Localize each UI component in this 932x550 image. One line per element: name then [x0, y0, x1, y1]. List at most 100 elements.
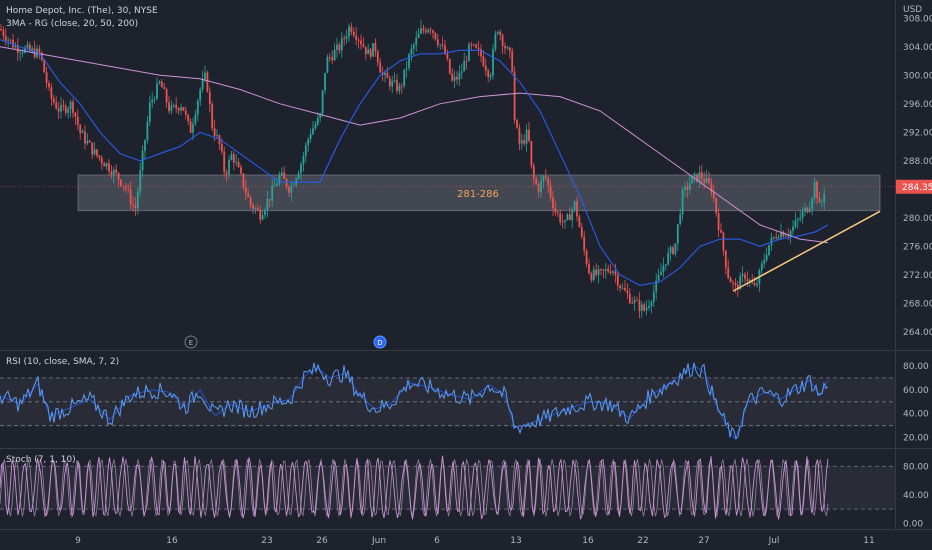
- candle-body: [163, 87, 166, 90]
- candle: [100, 155, 103, 170]
- candle: [624, 279, 626, 292]
- candle-body: [312, 128, 314, 135]
- time-tick-label: Jun: [371, 536, 386, 546]
- candle-body: [511, 51, 514, 72]
- candle-body: [619, 285, 622, 289]
- candle-body: [580, 227, 583, 237]
- candle: [201, 70, 204, 93]
- candle-body: [504, 45, 506, 49]
- candle: [76, 109, 79, 130]
- candle-body: [662, 265, 665, 272]
- candle: [244, 179, 247, 201]
- candle-body: [496, 31, 499, 34]
- candle: [160, 78, 163, 88]
- candle: [698, 165, 701, 188]
- candle: [561, 213, 564, 229]
- candle-body: [684, 186, 686, 190]
- candle-body: [343, 38, 346, 40]
- candle-body: [364, 46, 367, 55]
- candle-body: [724, 250, 727, 268]
- candle-body: [168, 102, 170, 112]
- candle: [153, 95, 156, 104]
- price-tick-label: 304.00: [903, 43, 932, 53]
- candle: [465, 55, 468, 70]
- candle-body: [424, 30, 427, 33]
- candle-body: [638, 300, 641, 311]
- candle-body: [300, 164, 302, 174]
- candle-body: [316, 117, 319, 125]
- candle: [86, 133, 89, 146]
- ma-slow-line: [0, 46, 829, 244]
- candle: [120, 179, 122, 188]
- candle: [799, 209, 802, 222]
- candle-body: [597, 269, 600, 276]
- dividend-marker-icon[interactable]: D: [373, 335, 387, 349]
- candle: [108, 159, 110, 175]
- candle: [564, 219, 566, 229]
- candle: [525, 124, 528, 152]
- candle: [129, 181, 132, 210]
- candle: [74, 112, 77, 126]
- rsi-panel[interactable]: [0, 351, 895, 448]
- candle-body: [64, 106, 67, 113]
- time-tick-label: 6: [434, 536, 440, 546]
- candle-body: [796, 219, 799, 221]
- candle-body: [571, 209, 574, 221]
- candle: [768, 244, 770, 257]
- candle: [266, 190, 269, 218]
- candle-body: [76, 116, 79, 125]
- candle: [420, 20, 422, 35]
- time-tick-label: Jul: [768, 536, 780, 546]
- candle: [307, 136, 310, 152]
- candle-body: [672, 247, 674, 254]
- candle: [422, 24, 425, 34]
- candle-body: [115, 169, 118, 173]
- candle: [648, 299, 650, 311]
- candle-body: [12, 39, 14, 48]
- candle: [460, 63, 463, 80]
- candle-body: [374, 43, 377, 52]
- candle: [513, 66, 516, 124]
- candle-body: [693, 173, 696, 177]
- candle: [669, 245, 672, 261]
- candle-body: [79, 124, 82, 133]
- candle: [172, 103, 175, 109]
- candle-body: [564, 219, 566, 222]
- candle: [715, 197, 718, 217]
- candle-body: [357, 39, 360, 41]
- candle-body: [530, 140, 533, 166]
- price-tick-label: 276.00: [903, 242, 932, 252]
- candle-body: [403, 69, 406, 86]
- candle: [340, 32, 343, 58]
- candle: [132, 196, 134, 212]
- earnings-marker-icon[interactable]: E: [184, 335, 198, 349]
- candle-body: [110, 171, 113, 176]
- candle-body: [722, 232, 725, 251]
- candle: [345, 29, 348, 44]
- candle-body: [681, 189, 684, 215]
- candle: [823, 188, 826, 211]
- candle-body: [417, 33, 420, 38]
- stoch-panel[interactable]: [0, 449, 895, 529]
- candle-body: [38, 48, 41, 53]
- candle-body: [559, 213, 562, 222]
- candle-body: [124, 186, 127, 189]
- candle-body: [631, 302, 634, 304]
- candle-body: [340, 38, 343, 51]
- candle-body: [52, 98, 55, 103]
- candle: [451, 68, 454, 83]
- candle-body: [331, 57, 334, 61]
- candle-body: [710, 182, 713, 193]
- candle: [480, 44, 482, 63]
- candle: [254, 206, 257, 214]
- candle: [487, 68, 490, 83]
- candle: [199, 87, 202, 107]
- candle-body: [664, 264, 667, 266]
- candle-body: [189, 121, 192, 133]
- candle-body: [612, 271, 614, 274]
- candle-body: [614, 271, 617, 275]
- candle: [511, 47, 514, 73]
- candle-body: [628, 293, 631, 303]
- candle: [139, 162, 142, 197]
